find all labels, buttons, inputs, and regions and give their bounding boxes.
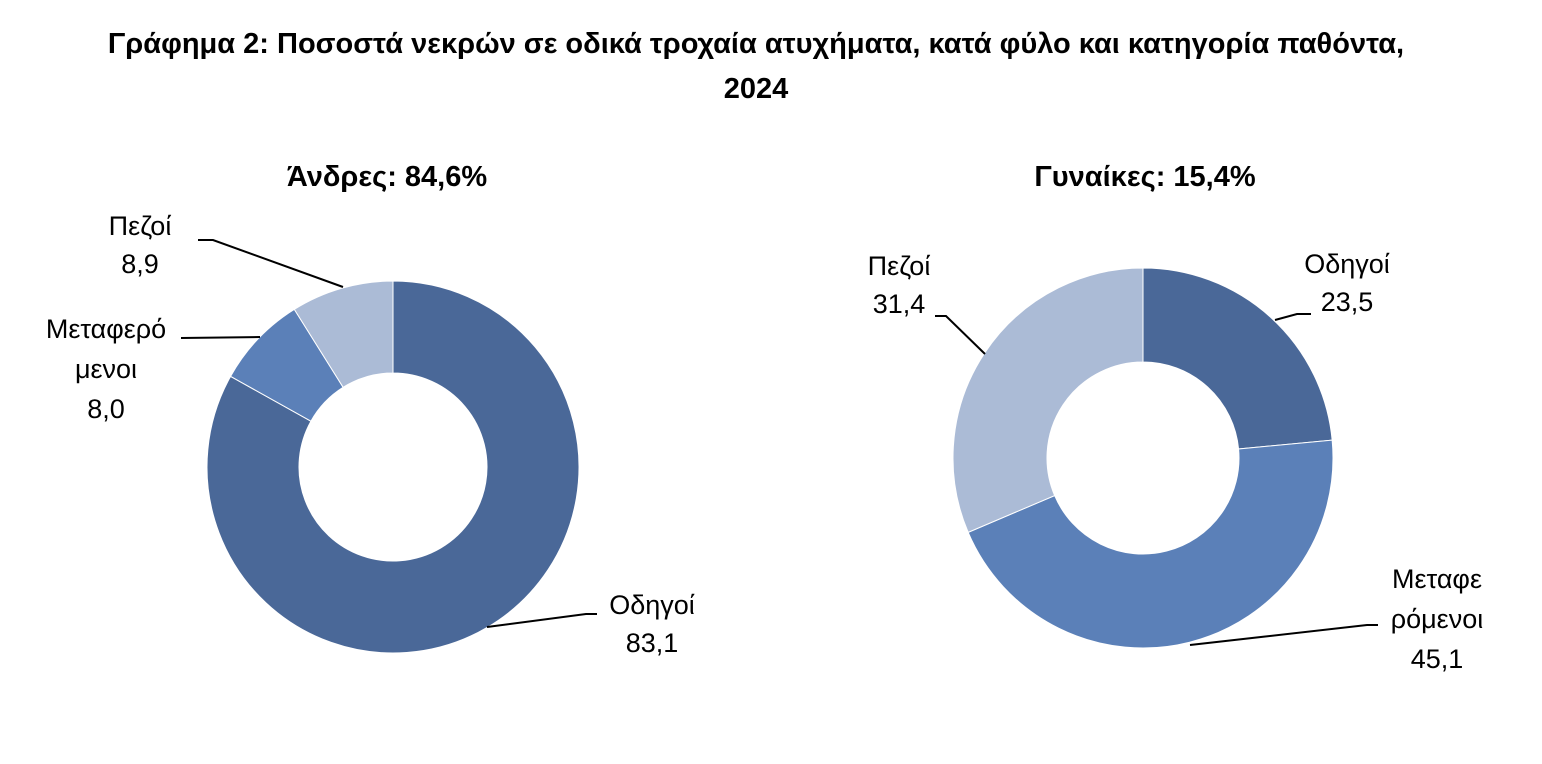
men-slice-οδηγοί	[206, 280, 580, 654]
women-slice-πεζοί	[952, 267, 1144, 534]
chart-main-title-line-2: 2024	[723, 73, 789, 105]
men-data-label-μεταφερόμενοι: Μεταφερό μενοι 8,0	[46, 314, 166, 424]
chart-main-title-line-1: Γράφημα 2: Ποσοστά νεκρών σε οδικά τροχα…	[107, 28, 1405, 60]
women-leader-line-μεταφερόμενοι	[1189, 624, 1378, 646]
men-leader-line-οδηγοί	[486, 613, 597, 628]
women-data-label-οδηγοί: Οδηγοί 23,5	[1304, 249, 1390, 317]
men-slice-πεζοί	[293, 280, 394, 389]
chart-main-title: Γράφημα 2: Ποσοστά νεκρών σε οδικά τροχα…	[0, 22, 1512, 112]
women-leader-line-πεζοί	[935, 315, 986, 355]
women-leader-line-οδηγοί	[1274, 313, 1311, 321]
women-slice-οδηγοί	[1142, 267, 1333, 450]
women-data-label-πεζοί: Πεζοί 31,4	[868, 251, 931, 319]
women-data-label-μεταφερόμενοι: Μεταφε ρόμενοι 45,1	[1391, 564, 1483, 674]
men-leader-line-πεζοί	[198, 239, 344, 288]
women-slice-μεταφερόμενοι	[967, 439, 1334, 649]
men-chart-title: Άνδρες: 84,6%	[287, 161, 488, 193]
men-leader-line-μεταφερόμενοι	[180, 336, 261, 339]
men-data-label-πεζοί: Πεζοί 8,9	[109, 211, 172, 279]
women-chart-title: Γυναίκες: 15,4%	[1034, 161, 1255, 193]
men-data-label-οδηγοί: Οδηγοί 83,1	[609, 590, 695, 658]
